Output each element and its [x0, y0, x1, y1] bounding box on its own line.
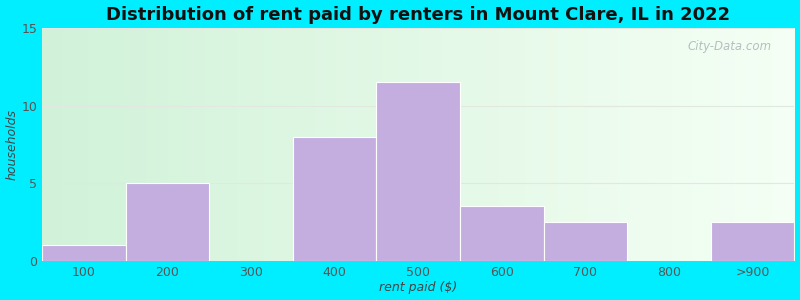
X-axis label: rent paid ($): rent paid ($) — [379, 281, 458, 294]
Y-axis label: households: households — [6, 109, 18, 180]
Bar — [293, 136, 377, 261]
Title: Distribution of rent paid by renters in Mount Clare, IL in 2022: Distribution of rent paid by renters in … — [106, 6, 730, 24]
Text: City-Data.com: City-Data.com — [688, 40, 772, 52]
Bar — [126, 183, 210, 261]
Bar — [42, 245, 126, 261]
Bar — [377, 82, 460, 261]
Bar — [711, 222, 794, 261]
Bar — [544, 222, 627, 261]
Bar — [460, 206, 544, 261]
